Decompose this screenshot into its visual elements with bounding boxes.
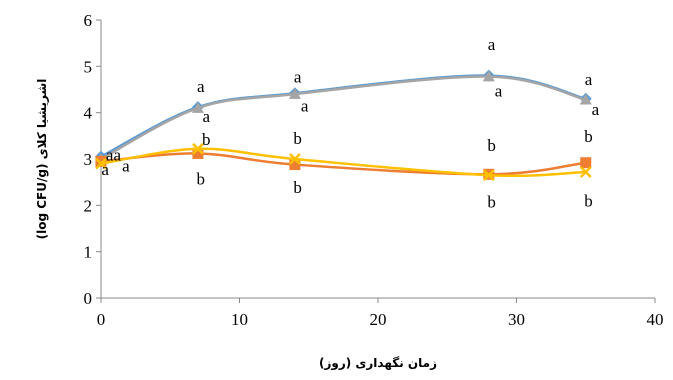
data-point bbox=[579, 166, 592, 178]
data-point bbox=[288, 88, 301, 99]
y-tick-label: 0 bbox=[84, 289, 93, 308]
y-tick-label: 3 bbox=[84, 150, 93, 169]
significance-label: a bbox=[301, 97, 309, 116]
significance-label: a bbox=[197, 77, 205, 96]
significance-label: b bbox=[196, 169, 205, 188]
significance-label: b bbox=[293, 129, 302, 148]
series-1 bbox=[95, 69, 592, 163]
series-2 bbox=[95, 70, 592, 164]
significance-label: a bbox=[202, 107, 210, 126]
significance-label: aa bbox=[106, 145, 122, 164]
significance-label: a bbox=[101, 160, 109, 179]
y-tick-label: 5 bbox=[84, 57, 93, 76]
x-tick-label: 0 bbox=[97, 310, 106, 329]
data-point bbox=[289, 159, 301, 171]
axes: 0 1 2 3 4 5 6 0 10 20 30 40 bbox=[84, 11, 664, 329]
x-tick-label: 10 bbox=[231, 310, 248, 329]
data-point bbox=[482, 70, 495, 82]
data-point bbox=[95, 155, 107, 167]
significance-label: a bbox=[585, 70, 593, 89]
data-point bbox=[192, 147, 204, 159]
y-tick-label: 6 bbox=[84, 11, 93, 30]
significance-label: b bbox=[202, 130, 211, 149]
series-4 bbox=[95, 142, 592, 182]
significance-label: a bbox=[294, 68, 302, 87]
x-tick-label: 40 bbox=[647, 310, 664, 329]
significance-label: b bbox=[487, 136, 496, 155]
y-tick-label: 4 bbox=[84, 104, 93, 123]
y-axis-title: اشریشیا کلای (log CFU/g) bbox=[35, 79, 49, 240]
significance-label: a bbox=[488, 35, 496, 54]
data-point bbox=[289, 153, 301, 165]
series-line bbox=[100, 147, 586, 178]
significance-label: b bbox=[584, 192, 593, 211]
significance-label: a bbox=[122, 157, 130, 176]
significance-label: b bbox=[584, 127, 593, 146]
significance-label: b bbox=[487, 193, 496, 212]
series-layer bbox=[95, 69, 592, 182]
x-axis-title: زمان نگهداری (روز) bbox=[319, 356, 437, 371]
data-point bbox=[192, 142, 204, 155]
significance-label: a bbox=[592, 100, 600, 119]
significance-label: a bbox=[495, 81, 503, 100]
series-line bbox=[100, 152, 586, 176]
data-point bbox=[580, 157, 592, 169]
x-tick-label: 20 bbox=[370, 310, 387, 329]
significance-label: b bbox=[293, 178, 302, 197]
data-point bbox=[482, 169, 495, 182]
y-tick-label: 1 bbox=[84, 243, 93, 262]
series-line bbox=[100, 75, 587, 161]
data-point bbox=[579, 93, 592, 105]
data-point bbox=[95, 157, 107, 170]
y-tick-label: 2 bbox=[84, 196, 93, 215]
data-point bbox=[191, 102, 204, 113]
x-tick-label: 30 bbox=[508, 310, 525, 329]
